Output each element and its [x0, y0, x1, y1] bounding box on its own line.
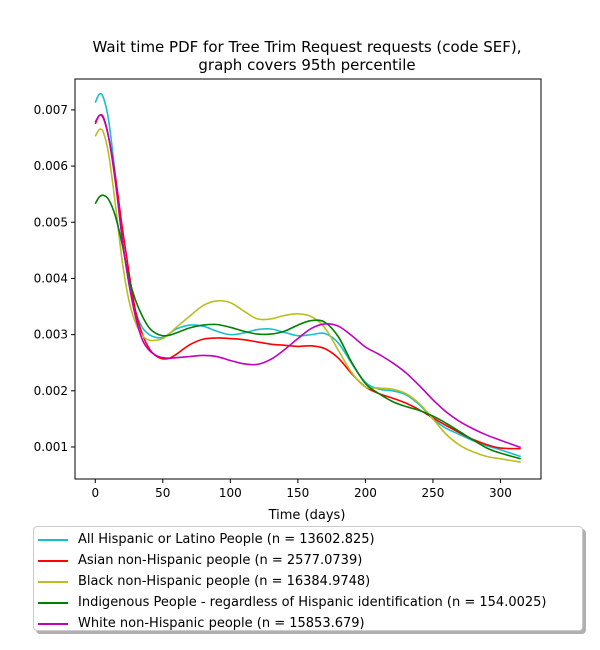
legend-label: Black non-Hispanic people (n = 16384.974…	[78, 574, 371, 589]
y-tick-label: 0.003	[34, 328, 68, 342]
x-tick-label: 0	[91, 486, 99, 500]
series-line-1	[94, 92, 521, 458]
x-axis-label: Time (days)	[268, 508, 346, 523]
legend-label: Asian non-Hispanic people (n = 2577.0739…	[78, 553, 363, 568]
legend-label: All Hispanic or Latino People (n = 13602…	[78, 532, 375, 547]
legend-entry-3: Black non-Hispanic people (n = 16384.974…	[38, 571, 582, 592]
y-tick-label: 0.004	[34, 271, 68, 285]
series-line-3	[94, 128, 521, 463]
plot-area-frame	[74, 78, 542, 480]
legend-swatch	[38, 538, 68, 541]
plot-lines	[94, 92, 522, 463]
legend-swatch	[38, 559, 68, 562]
y-tick-label: 0.006	[34, 159, 68, 173]
y-tick-label: 0.001	[34, 440, 68, 454]
x-tick-label: 300	[489, 486, 512, 500]
x-tick-label: 150	[286, 486, 309, 500]
chart-subtitle: graph covers 95th percentile	[198, 56, 415, 74]
x-axis-ticks: 0 50 100 150 200 250 300	[91, 479, 512, 500]
series-line-4	[94, 194, 521, 460]
legend: All Hispanic or Latino People (n = 13602…	[33, 526, 583, 631]
x-tick-label: 100	[219, 486, 242, 500]
series-line-5	[94, 113, 522, 449]
y-axis-ticks: 0.001 0.002 0.003 0.004 0.005 0.006 0.007	[34, 103, 75, 454]
legend-swatch	[38, 580, 68, 583]
legend-entry-1: All Hispanic or Latino People (n = 13602…	[38, 529, 582, 550]
legend-entry-4: Indigenous People - regardless of Hispan…	[38, 592, 582, 613]
chart-title: Wait time PDF for Tree Trim Request requ…	[93, 38, 522, 56]
legend-label: White non-Hispanic people (n = 15853.679…	[78, 616, 365, 631]
legend-swatch	[38, 622, 68, 625]
legend-label: Indigenous People - regardless of Hispan…	[78, 595, 547, 610]
y-tick-label: 0.002	[34, 384, 68, 398]
series-line-2	[94, 114, 521, 450]
x-tick-label: 200	[354, 486, 377, 500]
y-tick-label: 0.005	[34, 215, 68, 229]
x-tick-label: 50	[155, 486, 170, 500]
legend-entry-2: Asian non-Hispanic people (n = 2577.0739…	[38, 550, 582, 571]
legend-swatch	[38, 601, 68, 604]
x-tick-label: 250	[421, 486, 444, 500]
y-tick-label: 0.007	[34, 103, 68, 117]
legend-entry-5: White non-Hispanic people (n = 15853.679…	[38, 613, 582, 634]
